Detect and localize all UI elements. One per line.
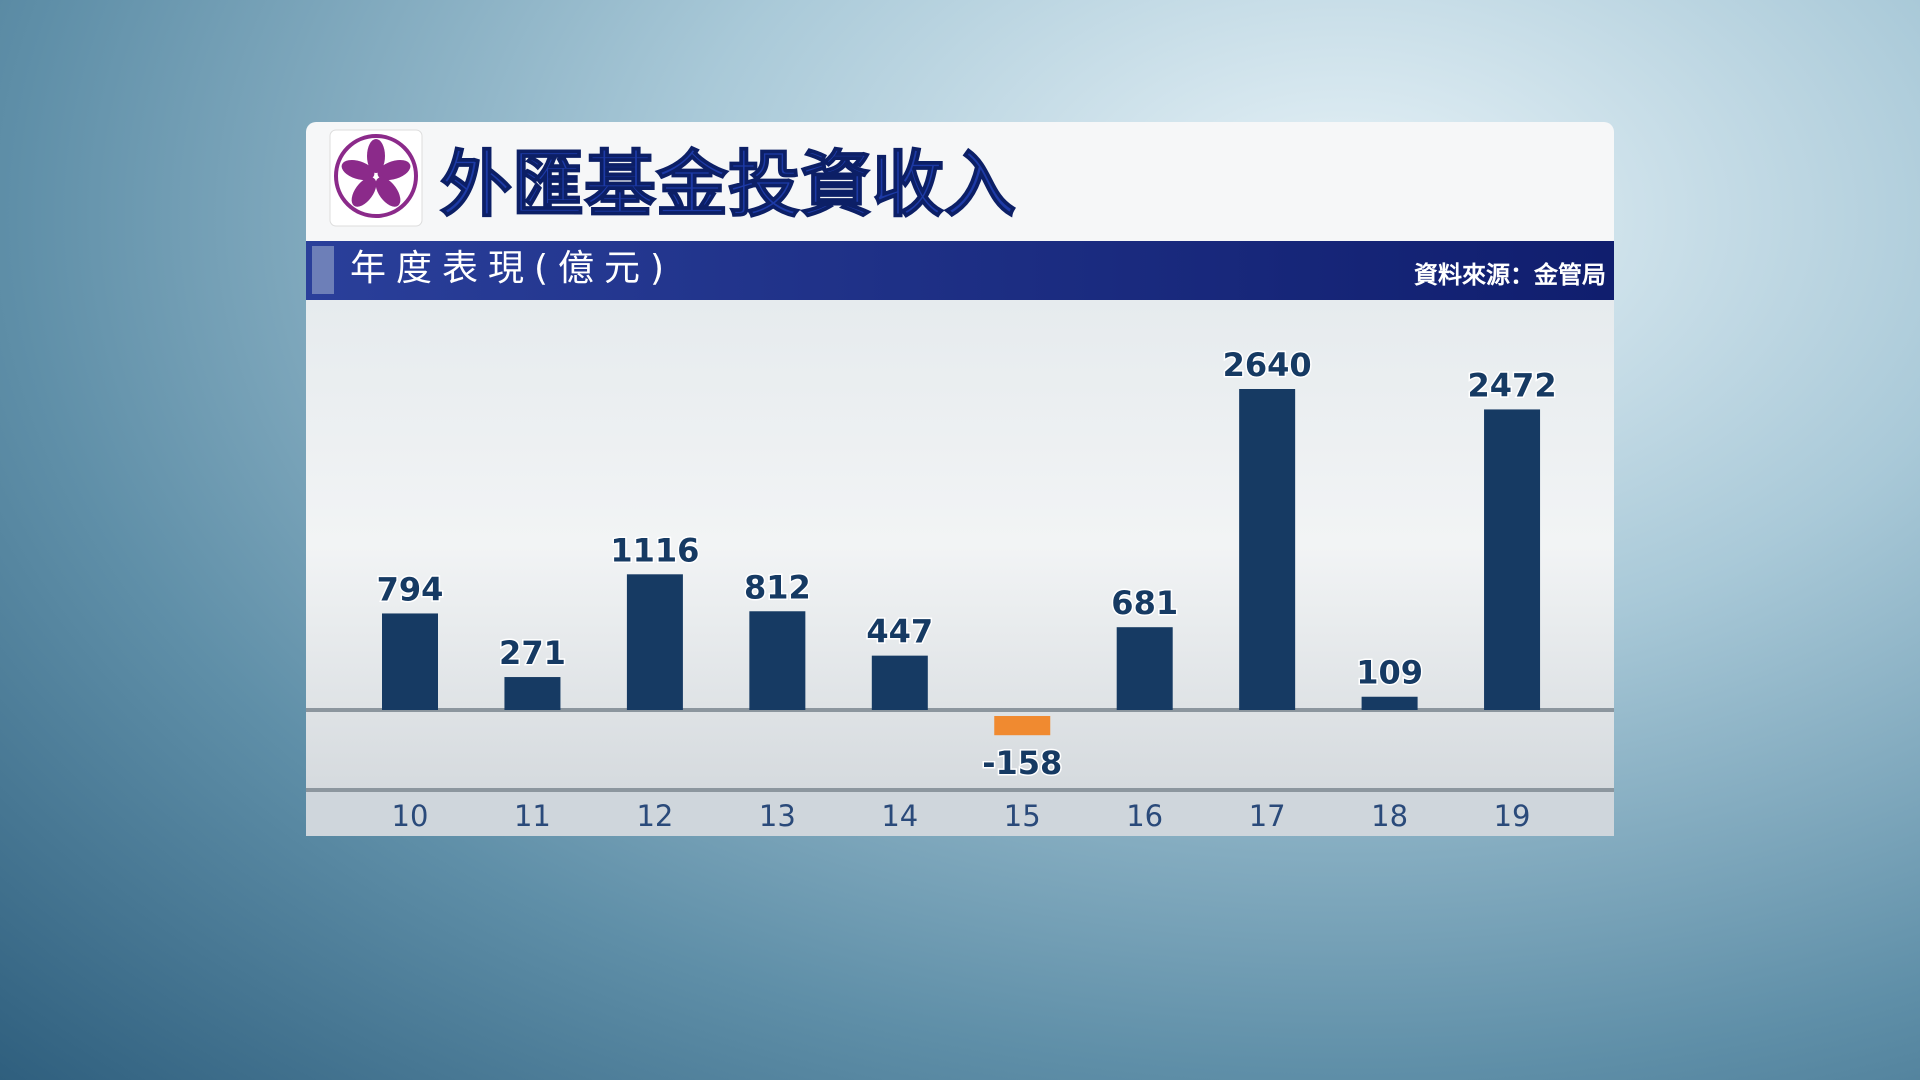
value-label: 109 — [1356, 654, 1423, 692]
bar — [1116, 627, 1173, 710]
chart-title: 外匯基金投資收入 — [440, 143, 1016, 227]
value-label: -158 — [982, 744, 1062, 782]
x-tick-label: 11 — [514, 799, 551, 833]
chart-subtitle: 年度表現(億元) — [350, 248, 674, 289]
bar — [994, 716, 1051, 736]
bar — [504, 677, 561, 710]
x-tick-label: 17 — [1249, 799, 1286, 833]
x-tick-label: 19 — [1494, 799, 1531, 833]
x-tick-label: 16 — [1126, 799, 1163, 833]
bar — [1239, 389, 1296, 710]
bar — [871, 655, 928, 710]
value-label: 2472 — [1468, 366, 1557, 404]
bar — [626, 574, 683, 710]
value-label: 1116 — [610, 531, 699, 569]
x-tick-label: 12 — [636, 799, 673, 833]
x-tick-label: 14 — [881, 799, 918, 833]
axis-band — [306, 790, 1614, 836]
bar — [1484, 409, 1541, 710]
logo-flower — [341, 139, 411, 207]
band-accent — [312, 246, 334, 294]
x-tick-label: 18 — [1371, 799, 1408, 833]
value-label: 681 — [1111, 584, 1178, 622]
value-label: 2640 — [1223, 346, 1312, 384]
value-label: 794 — [377, 570, 444, 608]
plot-area — [306, 300, 1614, 790]
bar — [1361, 696, 1418, 710]
bar — [382, 613, 438, 710]
value-label: 447 — [866, 613, 933, 651]
x-tick-label: 13 — [759, 799, 796, 833]
bar — [749, 611, 806, 710]
subtitle-band — [306, 241, 1614, 300]
x-tick-label: 10 — [392, 799, 429, 833]
x-tick-label: 15 — [1004, 799, 1041, 833]
value-label: 271 — [499, 634, 566, 672]
value-label: 812 — [744, 568, 811, 606]
source: 資料來源：金管局 — [1414, 261, 1606, 289]
